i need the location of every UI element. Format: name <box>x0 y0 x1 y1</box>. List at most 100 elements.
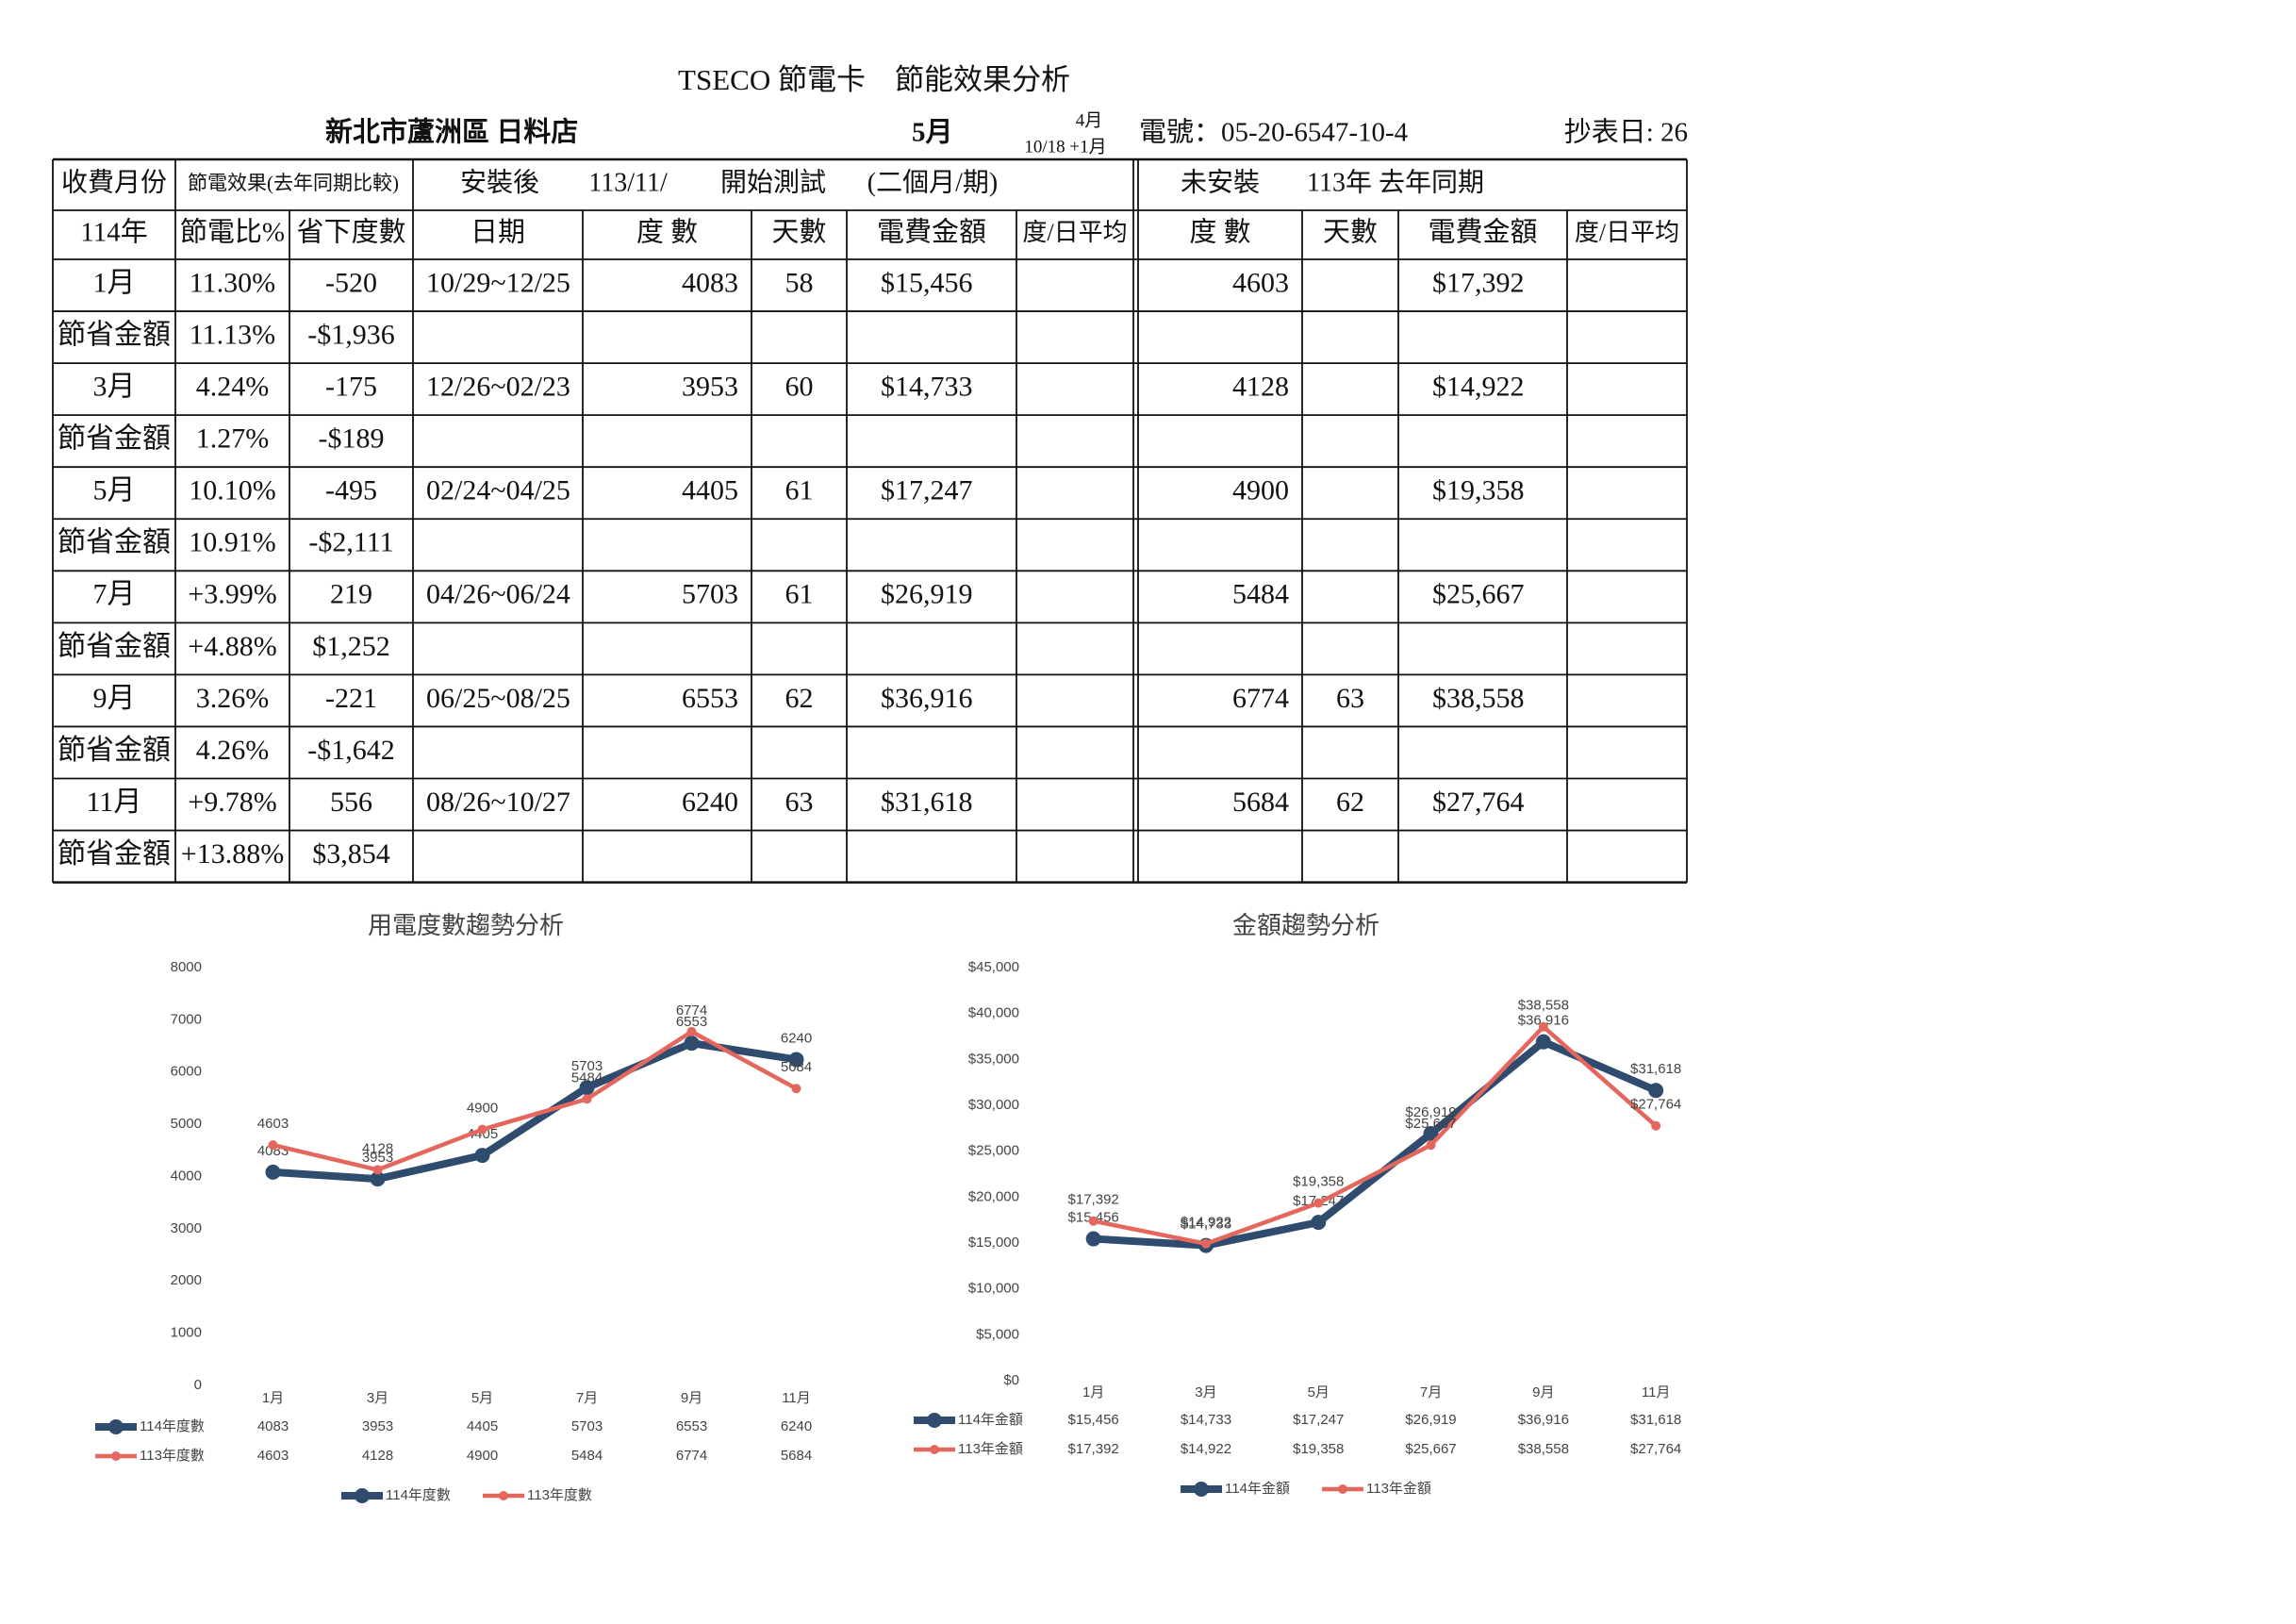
x-tick-label: 9月 <box>681 1390 702 1406</box>
table-cell: +4.88% <box>188 631 276 662</box>
meter-number: 電號：05-20-6547-10-4 <box>1139 117 1409 148</box>
legend-marker <box>927 1413 942 1428</box>
legend-marker <box>1194 1482 1209 1497</box>
series-line <box>1093 1037 1658 1250</box>
table-cell: $36,916 <box>881 683 973 714</box>
data-point <box>1200 1238 1211 1249</box>
data-label: $36,916 <box>1518 1013 1569 1029</box>
data-point <box>788 1052 804 1068</box>
table-value: $25,667 <box>1405 1441 1456 1457</box>
legend-label: 113年度數 <box>527 1487 592 1503</box>
table-cell: 62 <box>785 683 814 714</box>
table-value: 3953 <box>362 1418 393 1434</box>
y-tick-label: $35,000 <box>968 1051 1019 1067</box>
data-point <box>579 1080 595 1096</box>
column-header: 日期 <box>471 218 525 248</box>
data-label: 6240 <box>781 1030 812 1046</box>
column-header: 電費金額 <box>877 217 986 248</box>
table-cell: 11.30% <box>190 267 275 298</box>
table-value: $14,733 <box>1181 1412 1231 1428</box>
table-cell: -495 <box>325 475 377 506</box>
table-cell: 58 <box>785 267 814 298</box>
table-cell: 4603 <box>1232 267 1289 298</box>
table-cell: 08/26~10/27 <box>426 787 570 818</box>
data-point <box>1426 1140 1436 1151</box>
data-point <box>1651 1120 1661 1131</box>
data-point <box>265 1164 281 1180</box>
data-point <box>1648 1083 1664 1099</box>
table-value: 4900 <box>467 1448 498 1464</box>
table-cell: 3月 <box>93 372 136 403</box>
table-cell: -$1,642 <box>307 735 395 766</box>
series-line <box>1093 1024 1658 1247</box>
data-label: 3953 <box>362 1150 393 1166</box>
table-cell: $17,392 <box>1432 267 1525 298</box>
table-cell: 1.27% <box>196 423 270 455</box>
table-cell: $38,558 <box>1432 683 1525 714</box>
x-tick-label: 5月 <box>471 1390 493 1406</box>
table-value: 6774 <box>676 1448 707 1464</box>
table-cell: 63 <box>785 787 814 818</box>
table-cell: 06/25~08/25 <box>426 683 570 714</box>
x-tick-label: 9月 <box>1532 1384 1554 1400</box>
table-cell: $25,667 <box>1432 579 1525 610</box>
table-cell: 10.10% <box>189 475 276 506</box>
table-cell: 9月 <box>93 683 136 714</box>
table-value: $36,916 <box>1518 1412 1569 1428</box>
table-cell: 節省金額 <box>58 423 171 455</box>
table-cell: -$189 <box>319 423 385 455</box>
doc-title: TSECO 節電卡 節能效果分析 <box>678 63 1070 96</box>
data-label: $26,919 <box>1405 1104 1456 1120</box>
group-header: 收費月份 <box>61 167 167 197</box>
table-cell: $14,733 <box>881 372 973 403</box>
table-value: 4083 <box>257 1418 289 1434</box>
data-point <box>1311 1215 1327 1231</box>
legend-label: 114年度數 <box>386 1487 451 1503</box>
table-cell: 4.24% <box>196 372 270 403</box>
table-value: 5703 <box>571 1418 603 1434</box>
legend-label: 114年金額 <box>1225 1481 1290 1497</box>
table-cell: $31,618 <box>881 787 973 818</box>
data-point <box>268 1140 278 1151</box>
data-label: 5703 <box>571 1058 603 1074</box>
legend-marker <box>499 1491 508 1500</box>
chart-title: 金額趨勢分析 <box>1232 911 1379 939</box>
table-series-name: 113年度數 <box>140 1448 205 1464</box>
data-point <box>1088 1216 1098 1226</box>
data-point <box>372 1165 383 1175</box>
table-cell: $17,247 <box>881 475 973 506</box>
data-label: 4900 <box>467 1101 498 1117</box>
table-value: $38,558 <box>1518 1441 1569 1457</box>
column-header: 114年 <box>80 217 147 248</box>
table-cell: $15,456 <box>881 267 973 298</box>
data-label: 4128 <box>362 1140 393 1156</box>
column-header: 節電比% <box>180 217 285 248</box>
x-tick-label: 11月 <box>782 1390 811 1406</box>
x-tick-label: 7月 <box>576 1390 598 1406</box>
series-line <box>272 1029 798 1172</box>
table-value: $26,919 <box>1405 1412 1456 1428</box>
x-tick-label: 7月 <box>1420 1384 1442 1400</box>
table-value: 4405 <box>467 1418 498 1434</box>
read-day: 抄表日: 26 <box>1564 117 1688 148</box>
data-label: $14,733 <box>1181 1217 1231 1233</box>
data-point <box>686 1026 697 1036</box>
y-tick-label: $45,000 <box>968 959 1019 975</box>
table-cell: 62 <box>1336 787 1364 818</box>
table-value: $14,922 <box>1181 1441 1231 1457</box>
table-cell: 10.91% <box>189 527 276 558</box>
data-label: 5484 <box>571 1069 603 1085</box>
table-cell: 4128 <box>1232 372 1289 403</box>
x-tick-label: 3月 <box>367 1390 388 1406</box>
y-tick-label: $20,000 <box>968 1188 1019 1204</box>
table-value: $27,764 <box>1630 1441 1681 1457</box>
y-tick-label: $25,000 <box>968 1143 1019 1159</box>
data-point <box>370 1171 386 1187</box>
table-cell: 63 <box>1336 683 1364 714</box>
table-value: $17,247 <box>1293 1412 1344 1428</box>
data-label: $31,618 <box>1630 1061 1681 1077</box>
column-header: 省下度數 <box>296 217 405 248</box>
data-label: $25,667 <box>1405 1116 1456 1132</box>
y-tick-label: 8000 <box>171 959 202 975</box>
